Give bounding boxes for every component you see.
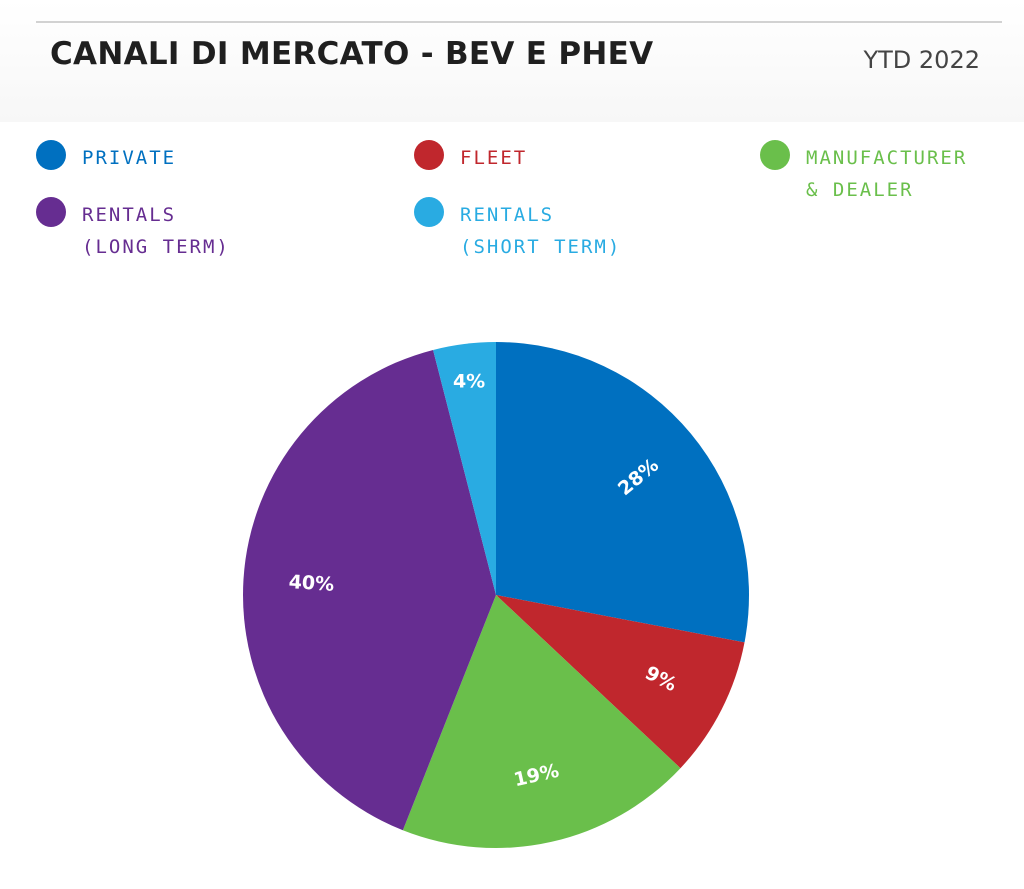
legend-swatch-private xyxy=(36,140,66,170)
legend-label-rentals-long-line2: (LONG TERM) xyxy=(82,236,230,258)
pie-slice-private xyxy=(496,342,750,643)
legend-swatch-fleet xyxy=(414,140,444,170)
legend-label-rentals-long-line1: RENTALS xyxy=(82,204,177,226)
pie-slice-manufacturer-dealer xyxy=(402,595,681,848)
legend-label-manufacturer-line2: & DEALER xyxy=(806,179,914,201)
legend-item-fleet: FLEET xyxy=(414,140,528,174)
legend-item-rentals-short-term: RENTALS (SHORT TERM) xyxy=(414,197,622,263)
pie-slice-rentals-long-term xyxy=(243,349,496,831)
legend-label-private: PRIVATE xyxy=(82,147,177,169)
pie-label-rentals-long-term: 40% xyxy=(288,571,335,596)
chart-title: CANALI DI MERCATO - BEV E PHEV xyxy=(50,36,654,72)
pie-slice-rentals-short-term xyxy=(433,342,496,595)
legend-item-private: PRIVATE xyxy=(36,140,177,174)
legend-swatch-manufacturer-dealer xyxy=(760,140,790,170)
legend-label-rentals-short-line2: (SHORT TERM) xyxy=(460,236,622,258)
legend-label-manufacturer-line1: MANUFACTURER xyxy=(806,147,968,169)
legend-swatch-rentals-long-term xyxy=(36,197,66,227)
top-divider xyxy=(36,21,1002,23)
chart-period: YTD 2022 xyxy=(863,46,980,74)
legend-label-rentals-short-line1: RENTALS xyxy=(460,204,555,226)
legend-item-rentals-long-term: RENTALS (LONG TERM) xyxy=(36,197,230,263)
pie-slice-fleet xyxy=(496,595,745,769)
header-band xyxy=(0,0,1024,122)
legend-label-fleet: FLEET xyxy=(460,147,528,169)
legend-item-manufacturer-dealer: MANUFACTURER & DEALER xyxy=(760,140,968,206)
legend-swatch-rentals-short-term xyxy=(414,197,444,227)
pie-label-rentals-short-term: 4% xyxy=(453,371,485,393)
